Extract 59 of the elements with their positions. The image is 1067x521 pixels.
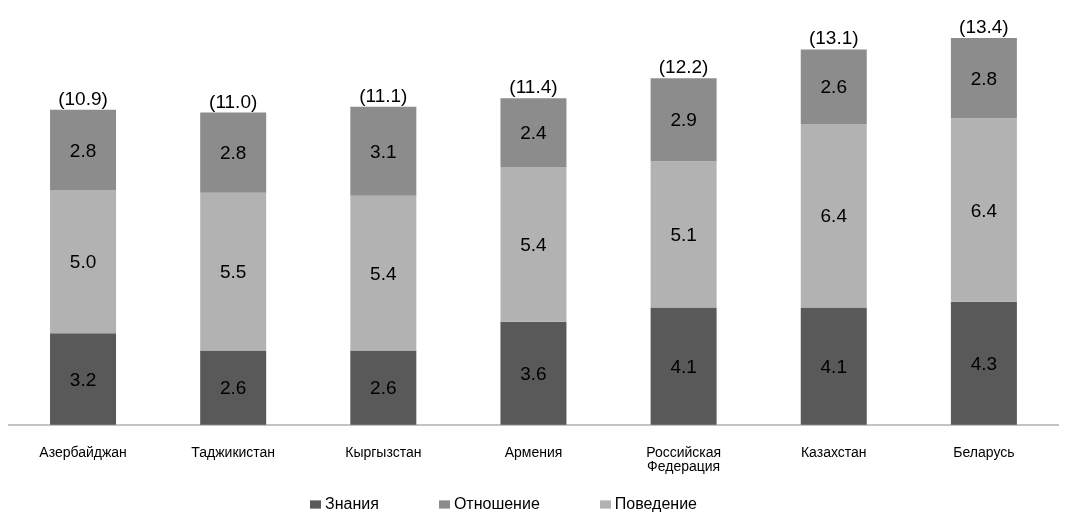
data-label: 5.4 <box>520 234 548 256</box>
data-label: 2.6 <box>820 76 847 98</box>
bar <box>500 167 567 322</box>
data-label: 6.4 <box>970 199 998 221</box>
bar <box>650 161 717 308</box>
x-tick-label: Таджикистан <box>191 443 276 460</box>
bar <box>650 78 717 162</box>
bar <box>350 106 417 196</box>
data-label: 2.6 <box>370 377 397 399</box>
bar <box>950 38 1017 119</box>
x-tick-label: Армения <box>504 443 563 460</box>
legend-label: Поведение <box>614 495 697 512</box>
bar <box>350 350 417 425</box>
bar <box>800 49 867 124</box>
bar <box>800 124 867 308</box>
bar <box>50 109 117 190</box>
bar <box>200 350 267 425</box>
data-label: 6.4 <box>820 205 848 227</box>
bar <box>200 112 267 193</box>
x-tick-label: Казахстан <box>800 443 867 460</box>
bar <box>200 192 267 351</box>
bar <box>500 98 567 167</box>
data-label: 2.9 <box>670 109 697 131</box>
data-label: 2.8 <box>219 142 247 164</box>
bar <box>950 118 1017 302</box>
data-label: 5.1 <box>670 224 697 246</box>
total-label: (11.0) <box>209 90 258 112</box>
data-label: 5.0 <box>69 251 97 273</box>
data-label: 2.6 <box>219 377 247 399</box>
legend-label: Знания <box>325 495 379 512</box>
total-label: (13.1) <box>808 27 859 49</box>
bar <box>950 301 1017 425</box>
data-label: 4.1 <box>820 355 847 377</box>
data-label: 2.4 <box>520 122 548 144</box>
data-label: 3.2 <box>69 368 97 390</box>
data-label: 5.4 <box>370 262 397 284</box>
total-label: (11.1) <box>359 84 408 106</box>
x-tick-label: Беларусь <box>953 443 1015 460</box>
data-label: 5.5 <box>219 261 247 283</box>
x-tick-label: Кыргызстан <box>345 443 422 460</box>
bar <box>800 307 867 425</box>
data-label: 4.3 <box>970 353 998 375</box>
bar <box>500 321 567 425</box>
data-label: 2.8 <box>69 139 97 161</box>
total-label: (13.4) <box>959 16 1009 37</box>
bar <box>350 195 417 351</box>
data-label: 4.1 <box>670 355 697 377</box>
total-label: (10.9) <box>58 87 108 109</box>
x-tick-label: Азербайджан <box>39 443 127 460</box>
legend-label: Отношение <box>453 495 540 512</box>
bar <box>50 333 117 425</box>
bar <box>50 189 117 334</box>
total-label: (11.4) <box>509 76 558 98</box>
data-label: 3.1 <box>370 140 397 162</box>
bar <box>650 307 717 425</box>
data-label: 3.6 <box>520 363 547 385</box>
x-tick-label: Российская Федерация <box>646 443 722 474</box>
total-label: (12.2) <box>658 56 709 78</box>
data-label: 2.8 <box>970 67 998 89</box>
